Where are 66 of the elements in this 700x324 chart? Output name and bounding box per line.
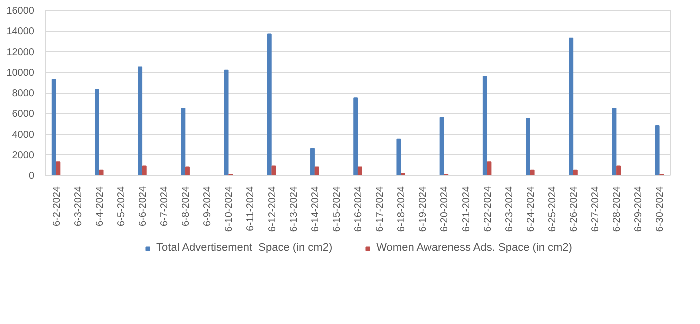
x-tick-label: 6-28-2024 [612,186,624,232]
y-tick-label: 2000 [12,150,35,162]
x-tick-label: 6-17-2024 [375,186,386,232]
x-tick-label: 6-7-2024 [160,186,171,227]
bar [396,138,402,176]
bar [95,89,100,176]
x-tick-label: 6-10-2024 [224,186,236,232]
bar [52,79,56,176]
bar [314,166,320,176]
x-tick-label: 6-19-2024 [418,186,430,232]
bar [655,126,660,176]
x-tick-label: 6-20-2024 [440,186,451,232]
bar [142,166,147,176]
y-tick-label: 8000 [12,88,35,100]
x-tick-label: 6-24-2024 [526,186,537,232]
y-tick-label: 6000 [12,109,35,120]
y-tick-label: 16000 [6,6,35,17]
x-tick-label: 6-6-2024 [138,186,149,227]
bar [310,148,315,176]
x-tick-label: 6-27-2024 [590,186,602,232]
x-tick-label: 6-4-2024 [94,186,106,227]
y-tick-label: 4000 [12,130,35,141]
x-tick-label: 6-9-2024 [202,186,214,227]
x-tick-label: 6-2-2024 [52,186,63,227]
y-tick-label: 0 [28,171,35,182]
x-tick-label: 6-22-2024 [482,186,494,232]
bar [616,166,621,176]
bar [354,98,358,176]
x-tick-label: 6-11-2024 [246,186,257,232]
x-tick-label: 6-8-2024 [181,186,192,227]
bar [612,108,617,176]
bar [487,162,492,176]
bar [526,118,530,176]
x-tick-label: 6-5-2024 [116,186,128,227]
bar [358,166,362,176]
bar [267,34,272,176]
bar [56,162,61,176]
bar [530,170,535,176]
bar [186,166,190,176]
y-tick-label: 10000 [6,68,35,79]
x-tick-label: 6-21-2024 [461,186,472,232]
bar [482,76,488,176]
x-tick-label: 6-25-2024 [547,186,558,232]
bar [272,166,276,176]
x-tick-label: 6-26-2024 [569,186,580,232]
bar [224,70,229,176]
x-tick-label: 6-29-2024 [634,186,645,232]
legend-label: Total Advertisement Space (in cm2) [156,242,333,254]
y-tick-label: 12000 [6,47,35,58]
bar [99,170,104,176]
legend-label: Women Awareness Ads. Space (in cm2) [376,242,572,254]
x-tick-label: 6-16-2024 [354,186,364,232]
x-tick-label: 6-18-2024 [396,186,408,232]
x-tick-label: 6-12-2024 [267,186,278,232]
x-tick-label: 6-15-2024 [332,186,343,232]
x-tick-label: 6-13-2024 [288,186,300,232]
x-tick-label: 6-30-2024 [655,186,666,232]
bar [573,170,578,176]
y-tick-label: 14000 [6,26,35,38]
bar [440,117,444,176]
x-tick-label: 6-14-2024 [310,186,322,232]
bar [569,38,574,176]
bar [181,108,186,176]
x-tick-label: 6-23-2024 [504,186,516,232]
bar [138,66,143,176]
x-tick-label: 6-3-2024 [73,186,84,227]
